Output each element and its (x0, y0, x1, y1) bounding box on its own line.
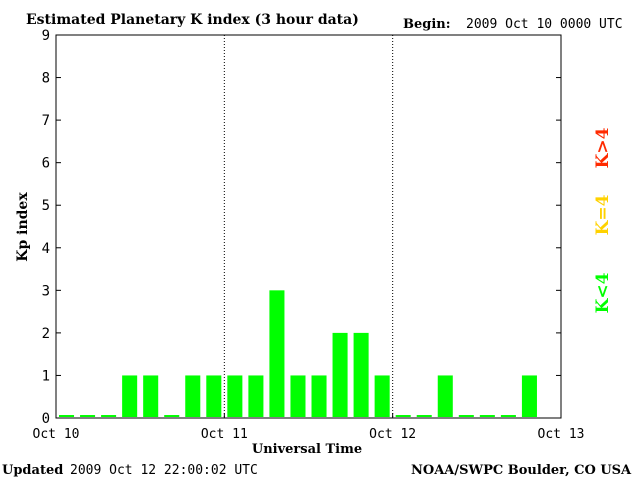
kp-bar (290, 375, 306, 417)
kp-bar (80, 415, 96, 417)
kp-bar (227, 375, 243, 417)
kp-bar (143, 375, 159, 417)
kp-bar (458, 415, 474, 417)
chart-title: Estimated Planetary K index (3 hour data… (26, 12, 359, 28)
y-tick-label: 9 (42, 28, 50, 44)
legend-k-below-4: K<4 (593, 272, 613, 313)
updated-label: Updated (2, 463, 63, 478)
kp-bar (353, 332, 369, 417)
y-tick-label: 7 (42, 113, 50, 129)
y-tick-label: 4 (42, 241, 50, 257)
kp-bar (269, 290, 285, 417)
y-tick-label: 3 (42, 283, 50, 299)
y-axis-label: Kp index (15, 192, 31, 262)
legend-k-above-4: K>4 (593, 127, 613, 168)
legend-k-equals-4: K=4 (593, 194, 613, 235)
kp-bar (248, 375, 264, 417)
y-tick-label: 2 (42, 326, 50, 342)
y-tick-label: 6 (42, 156, 50, 172)
begin-value: 2009 Oct 10 0000 UTC (466, 17, 623, 32)
kp-bar (206, 375, 222, 417)
y-tick-label: 0 (42, 411, 50, 427)
kp-bar (416, 415, 432, 417)
kp-bar (164, 415, 180, 417)
kp-bar (437, 375, 453, 417)
kp-bars (59, 290, 537, 417)
x-tick-label: Oct 11 (201, 427, 248, 442)
y-tick-label: 1 (42, 368, 50, 384)
kp-bar (311, 375, 327, 417)
kp-bar (479, 415, 495, 417)
day-separators (223, 35, 394, 418)
kp-bar (521, 375, 537, 417)
kp-bar (332, 332, 348, 417)
x-axis-label: Universal Time (252, 442, 362, 457)
y-tick-label: 8 (42, 71, 50, 87)
plot-area (55, 34, 562, 419)
kp-bar (59, 415, 75, 417)
y-tick-label: 5 (42, 198, 50, 214)
kp-bar (101, 415, 117, 417)
kp-bar (185, 375, 201, 417)
begin-label: Begin: (403, 17, 451, 32)
y-axis: 0 1 2 3 4 5 6 7 8 9 (42, 28, 561, 427)
source-credit: NOAA/SWPC Boulder, CO USA (411, 463, 632, 478)
updated-value: 2009 Oct 12 22:00:02 UTC (70, 463, 258, 478)
x-tick-label: Oct 13 (538, 427, 585, 442)
kp-bar (374, 375, 390, 417)
kp-bar (500, 415, 516, 417)
x-tick-label: Oct 10 (33, 427, 80, 442)
x-axis: Oct 10 Oct 11 Oct 12 Oct 13 (33, 413, 585, 442)
kp-bar (395, 415, 411, 417)
x-tick-label: Oct 12 (369, 427, 416, 442)
kp-bar (122, 375, 138, 417)
